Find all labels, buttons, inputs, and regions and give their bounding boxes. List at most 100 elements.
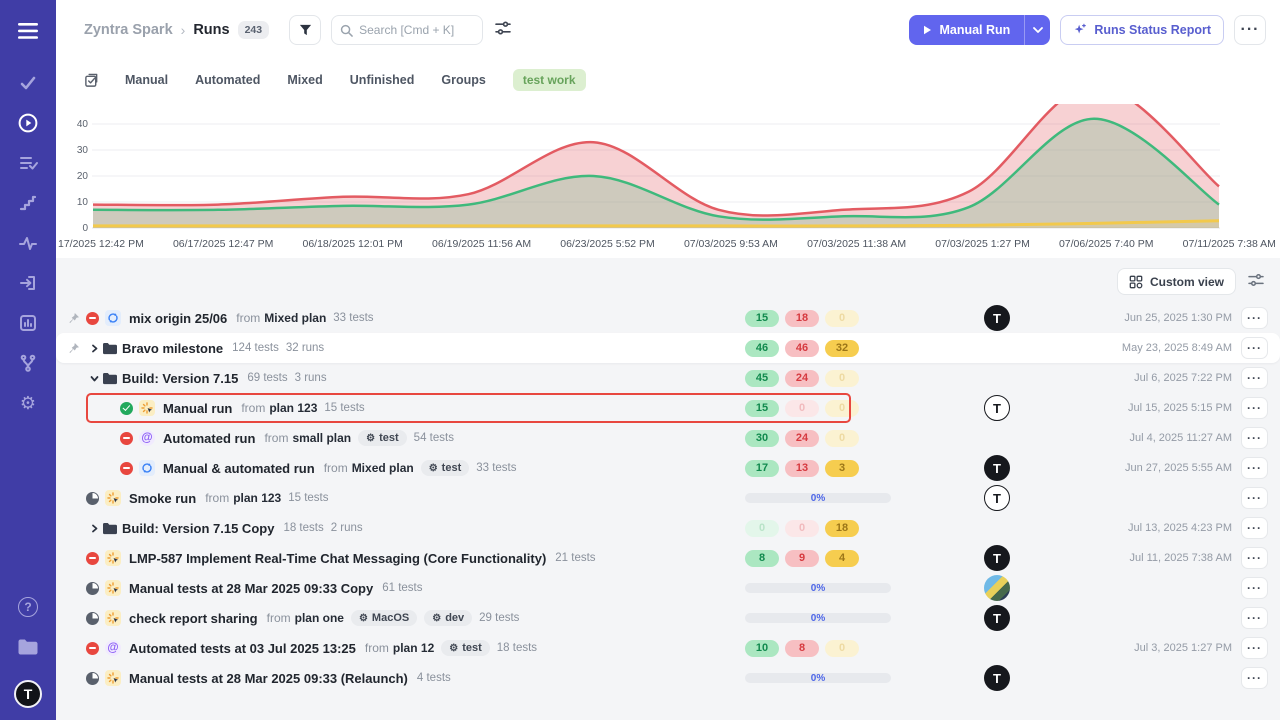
- run-group-row[interactable]: Build: Version 7.15 Copy 18 tests 2 runs 0 0…: [56, 513, 1280, 543]
- steps-icon[interactable]: [11, 186, 45, 220]
- run-title[interactable]: Manual tests at 28 Mar 2025 09:33 Copy: [129, 580, 374, 596]
- run-row[interactable]: @ Automated tests at 03 Jul 2025 13:25 fro…: [56, 633, 1280, 663]
- row-more-button[interactable]: ···: [1241, 427, 1268, 449]
- help-icon[interactable]: ?: [11, 590, 45, 624]
- run-title[interactable]: Build: Version 7.15 Copy: [122, 520, 275, 536]
- header-more-button[interactable]: ···: [1234, 15, 1266, 45]
- row-more-button[interactable]: ···: [1241, 397, 1268, 419]
- assignee-avatar[interactable]: T: [984, 665, 1010, 691]
- run-row[interactable]: LMP-587 Implement Real-Time Chat Messagi…: [56, 543, 1280, 573]
- tab-groups[interactable]: Groups: [441, 73, 486, 87]
- run-title[interactable]: check report sharing: [129, 610, 258, 626]
- import-icon[interactable]: [11, 266, 45, 300]
- run-title[interactable]: Automated run: [163, 430, 256, 446]
- plan-link[interactable]: plan 123: [269, 401, 318, 415]
- branch-icon[interactable]: [11, 346, 45, 380]
- view-settings-icon[interactable]: [495, 21, 511, 40]
- assignee-avatar[interactable]: T: [984, 455, 1010, 481]
- row-more-button[interactable]: ···: [1241, 577, 1268, 599]
- active-filter-chip[interactable]: test work: [512, 69, 586, 91]
- run-row[interactable]: @ Automated run from small plan ⚙ test 54 test…: [56, 423, 1280, 453]
- search-input[interactable]: [359, 23, 475, 37]
- row-more-button[interactable]: ···: [1241, 457, 1268, 479]
- manual-run-dropdown-button[interactable]: [1024, 15, 1051, 45]
- row-more-button[interactable]: ···: [1241, 667, 1268, 689]
- menu-icon[interactable]: [11, 14, 45, 48]
- run-title[interactable]: mix origin 25/06: [129, 310, 228, 326]
- reports-icon[interactable]: [11, 306, 45, 340]
- filter-button[interactable]: [289, 15, 322, 45]
- select-runs-icon[interactable]: [84, 73, 99, 88]
- folder-icon: [103, 342, 117, 354]
- run-row[interactable]: Manual & automated run from Mixed plan ⚙ tes…: [56, 453, 1280, 483]
- environment-tag[interactable]: ⚙ test: [420, 460, 470, 476]
- row-more-button[interactable]: ···: [1241, 487, 1268, 509]
- search-box[interactable]: [331, 15, 484, 45]
- plan-link[interactable]: Mixed plan: [264, 311, 327, 325]
- user-avatar[interactable]: T: [14, 680, 42, 708]
- row-more-button[interactable]: ···: [1241, 547, 1268, 569]
- tab-mixed[interactable]: Mixed: [287, 73, 323, 87]
- run-title[interactable]: Manual & automated run: [163, 460, 315, 476]
- expand-toggle[interactable]: [86, 374, 102, 383]
- row-more-button[interactable]: ···: [1241, 307, 1268, 329]
- environment-tag[interactable]: ⚙ test: [358, 430, 407, 446]
- assignee-avatar[interactable]: T: [984, 545, 1010, 571]
- run-title[interactable]: Smoke run: [129, 490, 197, 506]
- list-settings-icon[interactable]: [1248, 273, 1264, 291]
- manual-run-split-button: Manual Run: [909, 15, 1051, 45]
- row-more-button[interactable]: ···: [1241, 517, 1268, 539]
- plan-link[interactable]: small plan: [292, 431, 352, 445]
- assignee-avatar[interactable]: T: [984, 485, 1010, 511]
- runs-count-badge: 243: [237, 21, 270, 39]
- tab-unfinished[interactable]: Unfinished: [349, 73, 415, 87]
- run-row[interactable]: mix origin 25/06 from Mixed plan 33 tests 15…: [56, 303, 1280, 333]
- from-label: from: [205, 491, 230, 505]
- runs-count: 32 runs: [285, 342, 325, 354]
- custom-view-button[interactable]: Custom view: [1116, 268, 1236, 295]
- row-more-button[interactable]: ···: [1241, 337, 1268, 359]
- tests-count: 124 tests: [232, 342, 279, 354]
- environment-tag[interactable]: ⚙ MacOS: [350, 610, 418, 626]
- expand-toggle[interactable]: [86, 524, 102, 533]
- runs-status-report-button[interactable]: Runs Status Report: [1060, 15, 1224, 45]
- environment-tag[interactable]: ⚙ dev: [424, 610, 473, 626]
- run-row[interactable]: Smoke run from plan 123 15 tests 0% T ···: [56, 483, 1280, 513]
- run-title[interactable]: Manual tests at 28 Mar 2025 09:33 (Relau…: [129, 670, 408, 686]
- plan-link[interactable]: plan one: [294, 611, 344, 625]
- run-row[interactable]: Manual tests at 28 Mar 2025 09:33 (Relau…: [56, 663, 1280, 693]
- plan-link[interactable]: plan 123: [233, 491, 282, 505]
- tab-manual[interactable]: Manual: [125, 73, 169, 87]
- row-more-button[interactable]: ···: [1241, 367, 1268, 389]
- stat-pill-green: 15: [745, 309, 779, 327]
- plan-link[interactable]: Mixed plan: [351, 461, 414, 475]
- row-more-button[interactable]: ···: [1241, 607, 1268, 629]
- run-group-row[interactable]: Bravo milestone 124 tests 32 runs 46 46 32 May…: [56, 333, 1280, 363]
- expand-toggle[interactable]: [86, 344, 102, 353]
- row-more-button[interactable]: ···: [1241, 637, 1268, 659]
- check-icon[interactable]: [11, 66, 45, 100]
- run-row[interactable]: Manual run from plan 123 15 tests 15 0 0 T Jul 1…: [56, 393, 1280, 423]
- assignee-avatar[interactable]: T: [984, 605, 1010, 631]
- run-group-row[interactable]: Build: Version 7.15 69 tests 3 runs 45 24 0 Ju…: [56, 363, 1280, 393]
- run-title[interactable]: LMP-587 Implement Real-Time Chat Messagi…: [129, 550, 547, 566]
- run-row[interactable]: check report sharing from plan one ⚙ MacOS ⚙ d…: [56, 603, 1280, 633]
- assignee-avatar[interactable]: T: [984, 395, 1010, 421]
- assignee-avatar[interactable]: [984, 575, 1010, 601]
- run-title[interactable]: Automated tests at 03 Jul 2025 13:25: [129, 640, 356, 656]
- projects-folder-icon[interactable]: [11, 630, 45, 664]
- run-title[interactable]: Manual run: [163, 400, 233, 416]
- environment-tag[interactable]: ⚙ test: [441, 640, 490, 656]
- settings-gear-icon[interactable]: ⚙: [19, 393, 37, 413]
- run-title[interactable]: Bravo milestone: [122, 340, 224, 356]
- test-cases-icon[interactable]: [11, 146, 45, 180]
- plan-link[interactable]: plan 12: [392, 641, 435, 655]
- assignee-avatar[interactable]: T: [984, 305, 1010, 331]
- runs-play-icon[interactable]: [11, 106, 45, 140]
- run-row[interactable]: Manual tests at 28 Mar 2025 09:33 Copy 61…: [56, 573, 1280, 603]
- tab-automated[interactable]: Automated: [195, 73, 261, 87]
- breadcrumb-project[interactable]: Zyntra Spark: [84, 22, 173, 38]
- manual-run-button[interactable]: Manual Run: [909, 15, 1025, 45]
- run-title[interactable]: Build: Version 7.15: [122, 370, 239, 386]
- activity-icon[interactable]: [11, 226, 45, 260]
